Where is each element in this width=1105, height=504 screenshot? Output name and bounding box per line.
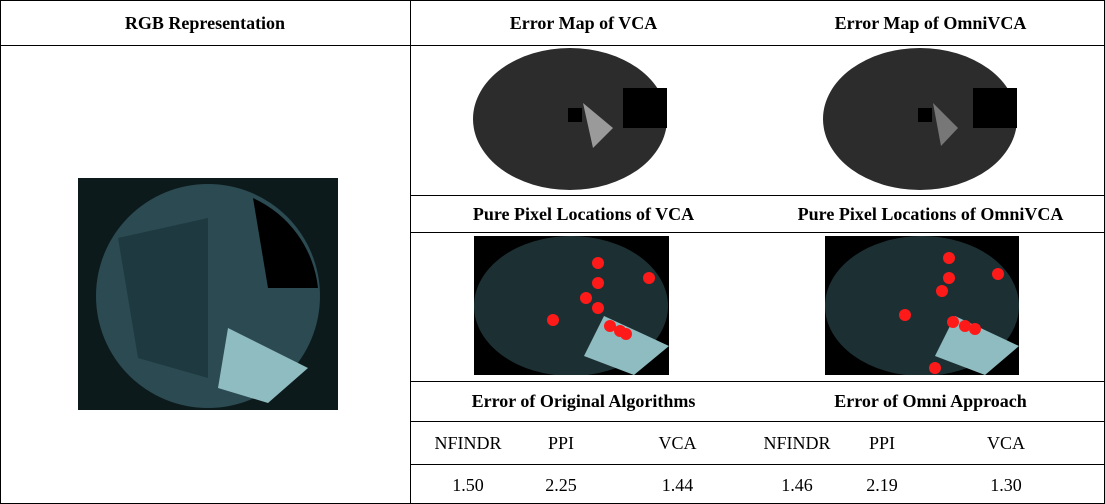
rule	[0, 0, 1, 504]
pure-pixel-omnivca	[825, 236, 1019, 375]
header: Error of Original Algorithms	[471, 391, 696, 411]
value: 2.25	[545, 475, 577, 495]
value: 1.46	[781, 475, 813, 495]
rgb-image	[78, 178, 338, 410]
error-map-vca	[473, 48, 667, 190]
header: Error of Omni Approach	[834, 391, 1027, 411]
pure-pixel-vca	[474, 236, 669, 375]
value: 1.44	[661, 475, 694, 495]
header: Error Map of OmniVCA	[834, 13, 1027, 33]
header: Pure Pixel Locations of VCA	[472, 204, 695, 224]
rule	[410, 421, 1105, 422]
method: VCA	[658, 433, 697, 453]
header: Pure Pixel Locations of OmniVCA	[797, 204, 1064, 224]
rule	[410, 0, 411, 504]
rule	[410, 232, 1105, 233]
value: 1.50	[452, 475, 484, 495]
rule	[410, 195, 1105, 196]
method: VCA	[986, 433, 1025, 453]
header: RGB Representation	[124, 13, 286, 33]
value: 1.30	[990, 475, 1022, 495]
method: PPI	[547, 433, 574, 453]
method: PPI	[868, 433, 895, 453]
rule	[410, 464, 1105, 465]
method: NFINDR	[434, 433, 502, 453]
method: NFINDR	[763, 433, 831, 453]
rule	[0, 0, 1105, 1]
value: 2.19	[866, 475, 898, 495]
error-map-omnivca	[823, 48, 1017, 190]
rule	[0, 45, 1105, 46]
header: Error Map of VCA	[509, 13, 658, 33]
rule	[410, 381, 1105, 382]
